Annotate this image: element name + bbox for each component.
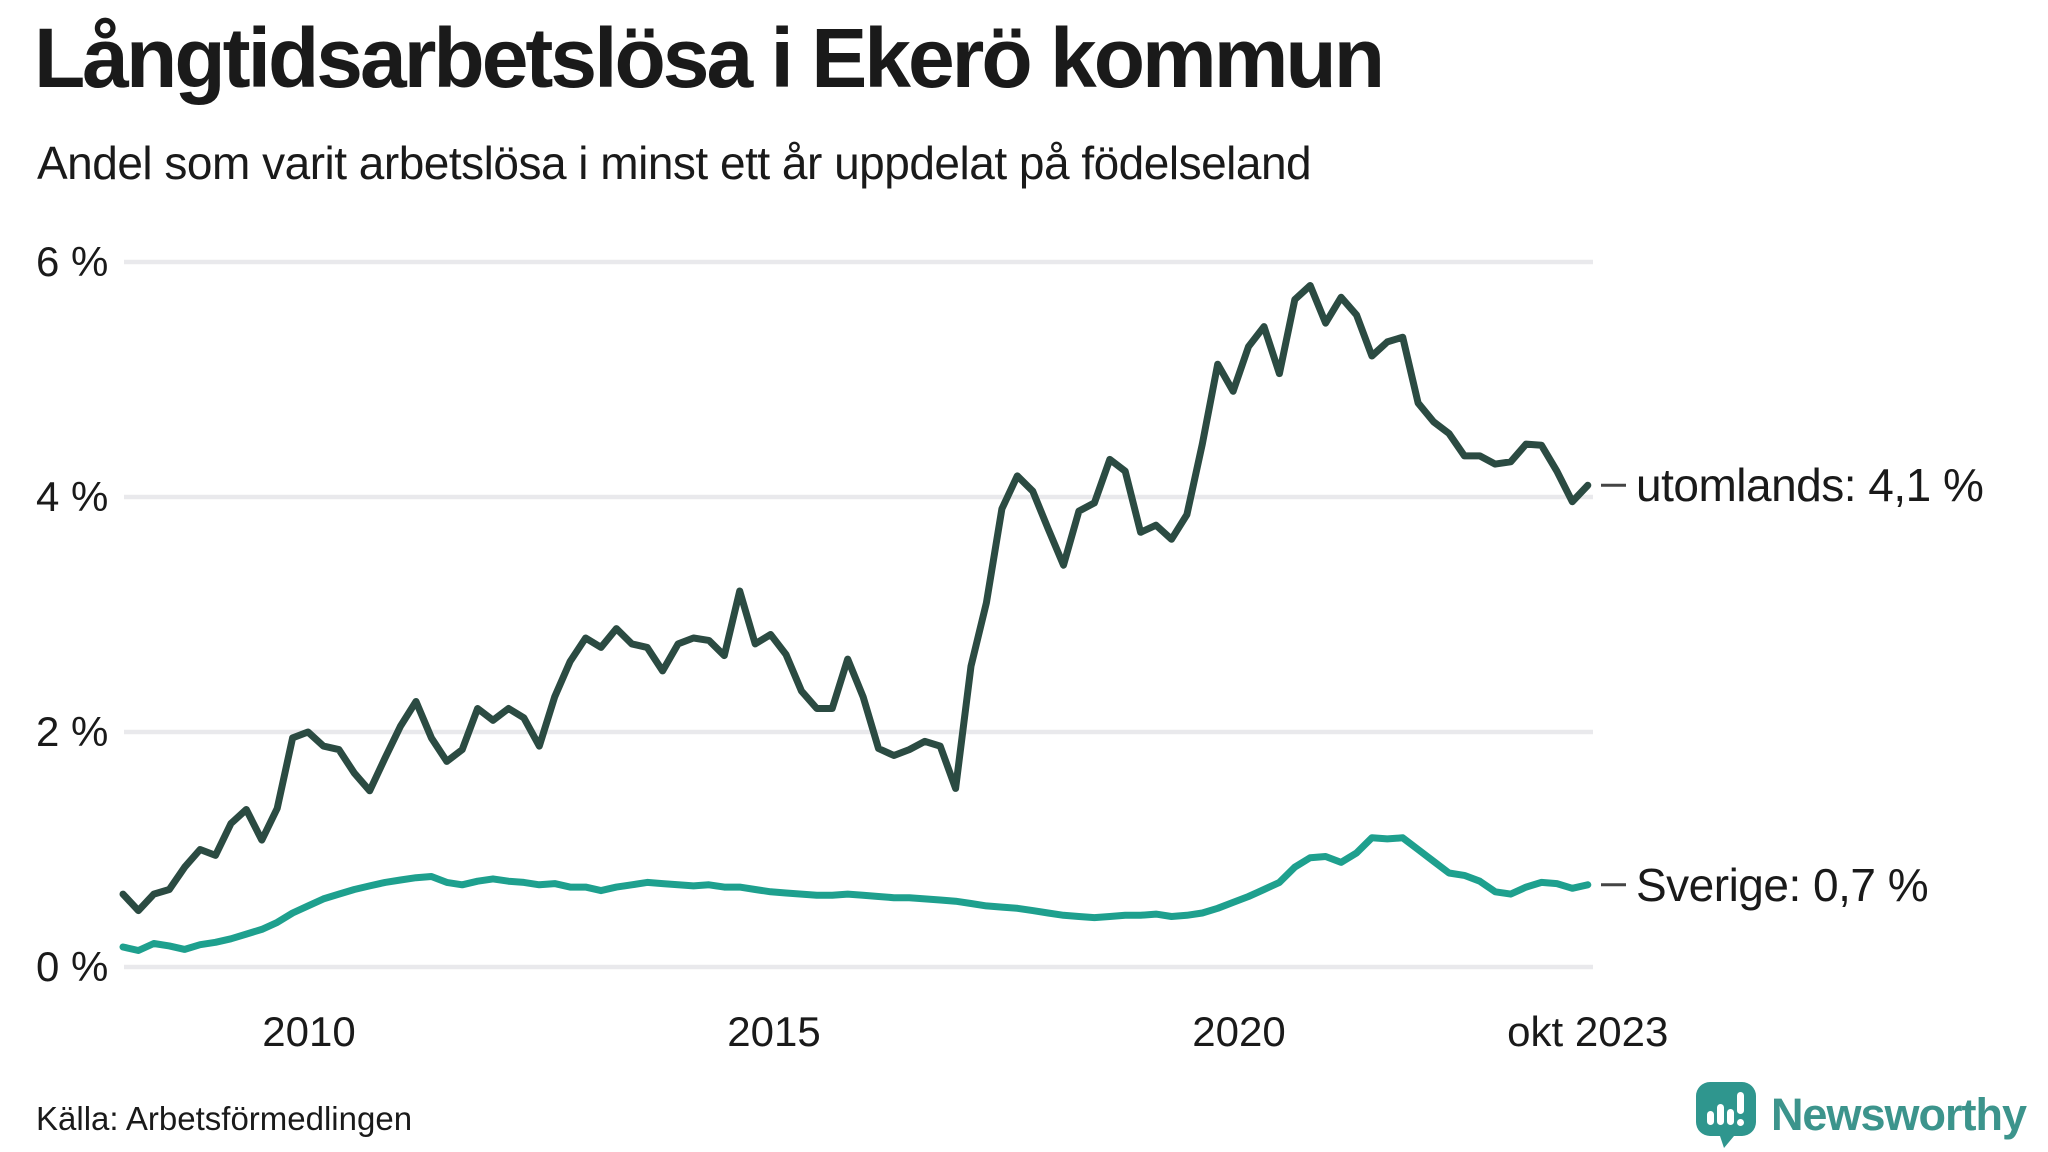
newsworthy-bubble-icon	[1695, 1082, 1756, 1148]
series-line-utomlands	[119, 282, 1592, 915]
x-tick-label-2015: 2015	[727, 1008, 821, 1055]
page-subtitle: Andel som varit arbetslösa i minst ett å…	[37, 137, 1312, 189]
series-lines	[119, 282, 1592, 954]
newsworthy-logo-text: Newsworthy	[1770, 1089, 2027, 1140]
series-line-Sverige	[119, 834, 1592, 954]
x-tick-label-okt-2023: okt 2023	[1507, 1008, 1669, 1055]
y-tick-label-0: 0 %	[36, 943, 109, 990]
y-tick-label-2: 2 %	[36, 708, 109, 755]
series-end-label-utomlands: utomlands: 4,1 %	[1636, 459, 1984, 512]
leader-dashes	[1601, 483, 1626, 887]
x-tick-label-2020: 2020	[1192, 1008, 1286, 1055]
page-title: Långtidsarbetslösa i Ekerö kommun	[34, 11, 1385, 105]
newsworthy-logo[interactable]: Newsworthy	[1695, 1082, 2027, 1148]
x-tick-label-2010: 2010	[262, 1008, 356, 1055]
gridlines	[124, 259, 1593, 970]
y-tick-label-6: 6 %	[36, 238, 109, 285]
y-tick-label-4: 4 %	[36, 473, 109, 520]
series-end-label-Sverige: Sverige: 0,7 %	[1636, 858, 1929, 911]
source-note: Källa: Arbetsförmedlingen	[36, 1100, 413, 1137]
